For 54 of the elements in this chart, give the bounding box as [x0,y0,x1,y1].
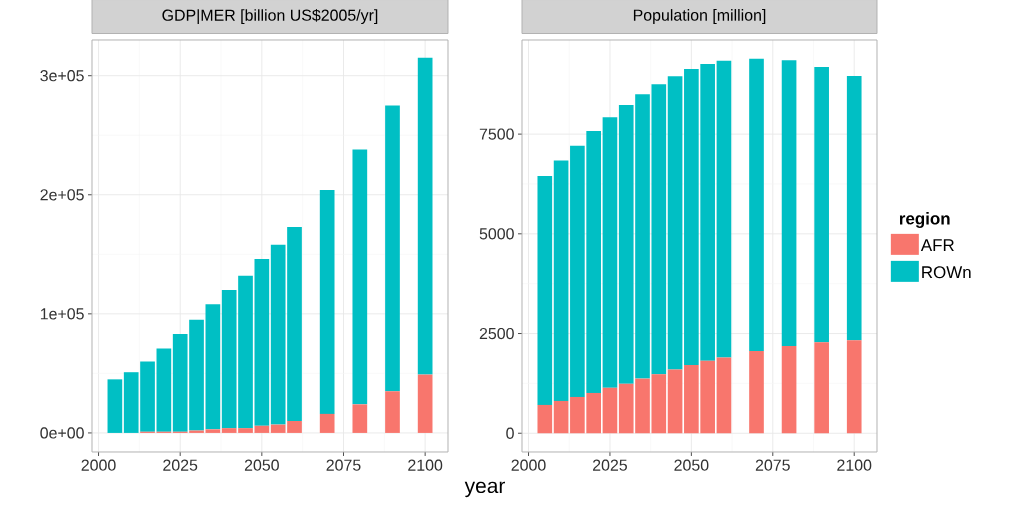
x-tick-label: 2000 [511,459,546,471]
bar [553,160,569,401]
y-tick-label: 3e+05 [40,70,84,82]
x-tick-label: 2075 [326,459,361,471]
bar [749,351,764,434]
bar [205,429,221,433]
bar [814,67,829,343]
x-tick-label: 2050 [674,459,709,471]
bar [716,357,732,434]
bar [107,379,123,433]
bar [385,105,400,392]
bar [667,369,683,434]
y-tick-label: 2500 [479,327,514,340]
x-tick-label: 2025 [163,459,198,471]
chart-title: Population [million] [633,9,766,24]
bar [417,57,433,375]
bar [602,387,618,434]
y-tick-label: 5000 [479,228,514,240]
x-tick-label: 2075 [755,459,790,471]
y-tick-label: 2e+05 [40,189,84,201]
x-tick-label: 2000 [81,459,116,471]
y-tick-label: 1e+05 [40,308,84,320]
bar [537,175,553,405]
x-axis-title: year [464,481,505,498]
bar [553,400,569,434]
bar [352,404,368,433]
bar [781,60,797,346]
bar [749,58,764,352]
x-tick-label: 2100 [408,459,443,471]
bar [667,76,683,370]
x-tick-label: 2025 [593,459,627,471]
bar [846,340,862,434]
x-tick-label: 2050 [244,459,279,471]
bar [602,117,618,388]
bar [846,75,862,341]
y-tick-label: 0e+00 [40,427,84,439]
bar [537,404,553,434]
bar [417,374,433,433]
legend-label: ROWn [922,266,971,279]
y-tick-label: 0 [506,427,514,439]
bar [319,190,335,414]
x-tick-label: 2100 [837,459,872,471]
bar [352,149,368,405]
bar [205,304,221,430]
bar [716,60,732,358]
chart-title: GDP|MER [billion US$2005/yr] [162,8,378,25]
bar [319,413,335,433]
legend-title: region [899,212,950,228]
bar [385,391,400,433]
bar [814,342,829,434]
bar [156,348,172,432]
bar [781,345,797,434]
y-tick-label: 7500 [479,128,514,140]
legend-label: AFR [920,239,954,251]
